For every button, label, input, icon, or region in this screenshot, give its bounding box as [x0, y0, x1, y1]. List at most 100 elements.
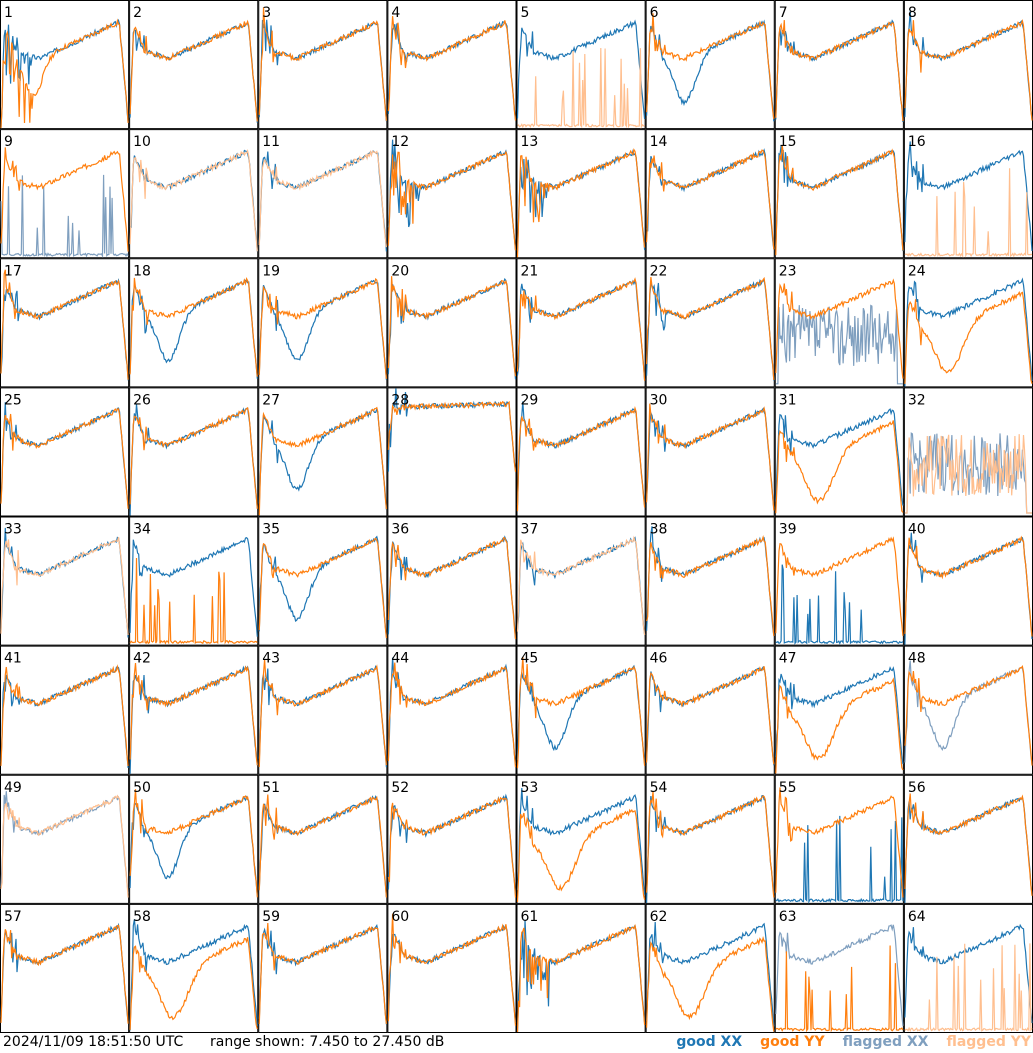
spectrum-panel: 12	[387, 129, 517, 259]
spectrum-panel: 27	[258, 387, 388, 517]
spectrum-panel: 56	[903, 774, 1033, 904]
panel-frame	[0, 516, 130, 646]
panel-label: 9	[4, 134, 13, 150]
good-yy-series-line	[775, 20, 904, 122]
panel-label: 53	[521, 780, 539, 796]
spectrum-panel: 50	[129, 774, 259, 904]
panel-frame	[645, 129, 775, 259]
spectrum-panel: 25	[0, 387, 130, 517]
spectrum-panel: 22	[645, 258, 775, 388]
flagged-yy-series-line	[516, 535, 646, 636]
legend-flagged-xx: flagged XX	[842, 1034, 929, 1050]
spectrum-panel: 33	[0, 516, 130, 646]
spectrum-panel: 4	[387, 0, 517, 130]
panel-frame	[387, 0, 517, 130]
panel-label: 19	[262, 263, 280, 279]
good-yy-series-line	[516, 406, 646, 512]
footer-bar: 2024/11/09 18:51:50 UTC range shown: 7.4…	[0, 1033, 1033, 1053]
good-yy-series-line	[129, 789, 258, 898]
panel-frame	[387, 903, 517, 1033]
panel-frame	[387, 387, 517, 517]
panel-frame	[258, 0, 388, 130]
good-yy-series-line	[775, 278, 904, 379]
panel-label: 13	[521, 134, 539, 150]
panel-frame	[516, 387, 646, 517]
spectrum-panel: 63	[774, 903, 904, 1033]
good-xx-series-line	[646, 921, 775, 1027]
good-yy-series-line	[646, 935, 775, 1032]
good-yy-series-line	[387, 16, 517, 121]
spectrum-panel: 55	[774, 774, 904, 904]
good-xx-series-line	[258, 665, 387, 768]
spectrum-panel: 48	[903, 645, 1033, 775]
flagged-xx-series-line	[0, 174, 129, 259]
panel-label: 20	[391, 263, 409, 279]
good-yy-series-line	[129, 937, 258, 1030]
panel-label: 61	[521, 909, 539, 925]
panel-label: 30	[650, 392, 668, 408]
flagged-yy-series-line	[904, 943, 1033, 1033]
spectrum-panel: 47	[774, 645, 904, 775]
panel-frame	[516, 129, 646, 259]
panel-label: 28	[391, 392, 409, 408]
good-yy-series-line	[387, 536, 517, 640]
panel-frame	[129, 645, 259, 775]
spectrum-panel: 20	[387, 258, 517, 388]
spectrum-panel: 7	[774, 0, 904, 130]
panel-label: 2	[133, 5, 142, 21]
flagged-xx-series-line	[775, 303, 903, 385]
panel-label: 48	[908, 651, 926, 667]
good-yy-series-line	[129, 406, 258, 509]
flagged-yy-series-line	[904, 434, 1032, 514]
good-yy-series-line	[387, 400, 517, 472]
panel-frame	[258, 258, 388, 388]
panel-frame	[774, 387, 904, 517]
panel-label: 7	[779, 5, 788, 21]
spectrum-panel: 44	[387, 645, 517, 775]
panel-label: 45	[521, 651, 539, 667]
good-xx-series-line	[646, 19, 775, 122]
panel-label: 56	[908, 780, 926, 796]
panel-frame	[903, 258, 1033, 388]
spectrum-panel: 15	[774, 129, 904, 259]
good-yy-series-line	[258, 659, 387, 768]
panel-label: 24	[908, 263, 926, 279]
spectrum-panel: 64	[903, 903, 1033, 1033]
panel-frame	[645, 903, 775, 1033]
flagged-yy-series-line	[517, 47, 645, 130]
good-yy-series-line	[646, 791, 775, 898]
panel-label: 8	[908, 5, 917, 21]
panel-frame	[903, 129, 1033, 259]
good-yy-series-line	[904, 19, 1033, 121]
good-yy-series-line	[646, 403, 775, 511]
good-xx-series-line	[387, 139, 517, 251]
panel-frame	[129, 0, 259, 130]
flagged-yy-series-line	[904, 168, 1033, 258]
spectrum-panel: 2	[129, 0, 259, 130]
panel-frame	[0, 258, 130, 388]
good-yy-series-line	[775, 677, 904, 774]
good-yy-series-line	[646, 666, 775, 765]
good-yy-series-line	[904, 290, 1033, 384]
panel-frame	[903, 903, 1033, 1033]
spectrum-panel: 38	[645, 516, 775, 646]
panel-frame	[387, 258, 517, 388]
panel-label: 16	[908, 134, 926, 150]
flagged-yy-series-line	[0, 536, 129, 636]
spectrum-panel: 10	[129, 129, 259, 259]
panel-label: 17	[4, 263, 22, 279]
good-xx-series-line	[129, 795, 258, 897]
spectrum-panel: 28	[387, 387, 517, 517]
panel-label: 31	[779, 392, 797, 408]
panel-label: 4	[391, 5, 400, 21]
panel-label: 25	[4, 392, 22, 408]
spectrum-panel: 13	[516, 129, 646, 259]
panel-frame	[774, 0, 904, 130]
panel-label: 62	[650, 909, 668, 925]
good-xx-series-line	[129, 665, 258, 774]
good-yy-series-line	[258, 537, 387, 639]
panel-label: 63	[779, 909, 797, 925]
panel-label: 49	[4, 780, 22, 796]
spectrum-panel: 31	[774, 387, 904, 517]
